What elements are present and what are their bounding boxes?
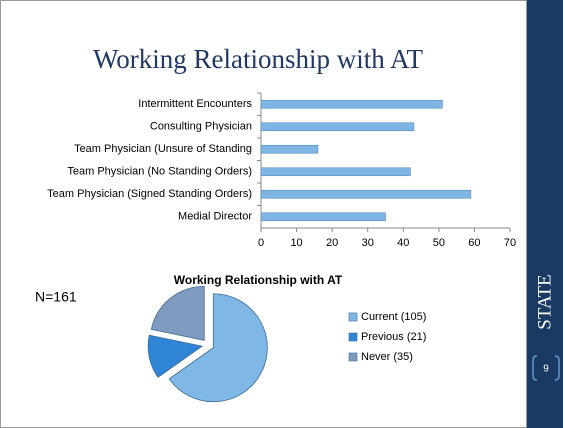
bar — [260, 167, 411, 177]
slide-title: Working Relationship with AT — [93, 44, 424, 74]
bar — [260, 99, 443, 109]
x-tick-label: 0 — [258, 237, 264, 249]
pie-slice — [147, 334, 204, 378]
y-tick-label: Consulting Physician — [150, 121, 252, 133]
x-tick-label: 60 — [468, 237, 480, 249]
y-tick-label: Intermittent Encounters — [138, 98, 252, 110]
x-tick-label: 50 — [433, 237, 445, 249]
pie-slice — [150, 285, 205, 341]
bar — [260, 122, 415, 132]
y-tick-label: Team Physician (No Standing Orders) — [67, 166, 252, 178]
legend-label: Current (105) — [361, 311, 426, 323]
legend-swatch — [348, 332, 358, 342]
pie-title: Working Relationship with AT — [174, 273, 343, 287]
y-tick-label: Team Physician (Unsure of Standing — [74, 143, 252, 155]
x-tick-label: 10 — [290, 237, 302, 249]
x-tick-label: 30 — [362, 237, 374, 249]
page-bracket — [532, 355, 560, 381]
legend-swatch — [348, 352, 358, 362]
bar — [260, 189, 472, 199]
pie-slice — [168, 293, 268, 403]
x-tick-label: 40 — [397, 237, 409, 249]
x-tick-label: 70 — [504, 237, 516, 249]
bar — [260, 144, 319, 154]
y-tick-label: Medial Director — [178, 211, 252, 223]
x-tick-label: 20 — [326, 237, 338, 249]
legend-label: Never (35) — [361, 351, 413, 363]
page-number: 9 — [543, 364, 549, 375]
note: N=161 — [35, 289, 77, 305]
bar — [260, 212, 386, 222]
legend-label: Previous (21) — [361, 331, 426, 343]
legend-swatch — [348, 312, 358, 322]
y-tick-label: Team Physician (Signed Standing Orders) — [47, 188, 252, 200]
sidebar-label: STATE — [534, 274, 555, 329]
